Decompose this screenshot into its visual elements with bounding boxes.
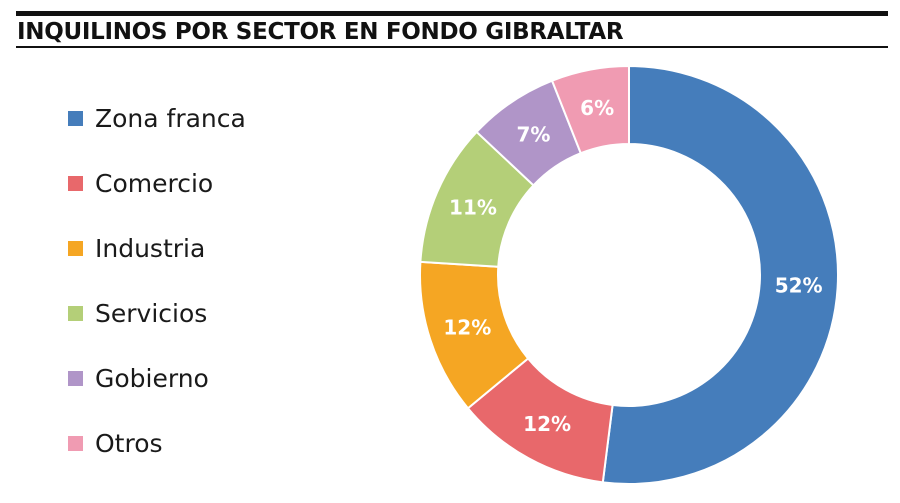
legend-swatch: [68, 370, 83, 386]
title-top-rule: [16, 11, 888, 16]
donut-labels: 52% 12% 12% 11% 7% 6%: [443, 96, 822, 436]
legend-item-industria: Industria: [68, 230, 205, 266]
title-bottom-rule: [16, 46, 888, 48]
slice-label-zona-franca: 52%: [775, 274, 823, 298]
legend-swatch: [68, 305, 83, 321]
legend-label: Zona franca: [95, 103, 246, 133]
legend-item-otros: Otros: [68, 425, 163, 461]
legend-swatch: [68, 240, 83, 256]
legend-label: Otros: [95, 428, 163, 458]
legend-swatch: [68, 110, 83, 126]
slice-label-otros: 6%: [580, 96, 614, 120]
legend-label: Comercio: [95, 168, 214, 198]
slice-label-gobierno: 7%: [516, 122, 550, 146]
legend-label: Servicios: [95, 298, 208, 328]
donut-slices: [419, 64, 839, 485]
legend-label: Gobierno: [95, 363, 209, 393]
legend-swatch: [68, 175, 83, 191]
chart-title: INQUILINOS POR SECTOR EN FONDO GIBRALTAR: [17, 19, 624, 45]
donut-chart: 52% 12% 12% 11% 7% 6%: [419, 64, 839, 485]
legend-swatch: [68, 435, 83, 451]
legend-item-servicios: Servicios: [68, 295, 207, 331]
legend-item-gobierno: Gobierno: [68, 360, 209, 396]
legend-label: Industria: [95, 233, 206, 263]
slice-label-comercio: 12%: [523, 412, 571, 436]
slice-otros: [550, 64, 630, 155]
slice-zona-franca: [601, 64, 839, 485]
slice-label-industria: 12%: [443, 316, 491, 340]
legend-item-zona-franca: Zona franca: [68, 100, 246, 136]
slice-label-servicios: 11%: [449, 195, 497, 219]
legend-item-comercio: Comercio: [68, 165, 213, 201]
